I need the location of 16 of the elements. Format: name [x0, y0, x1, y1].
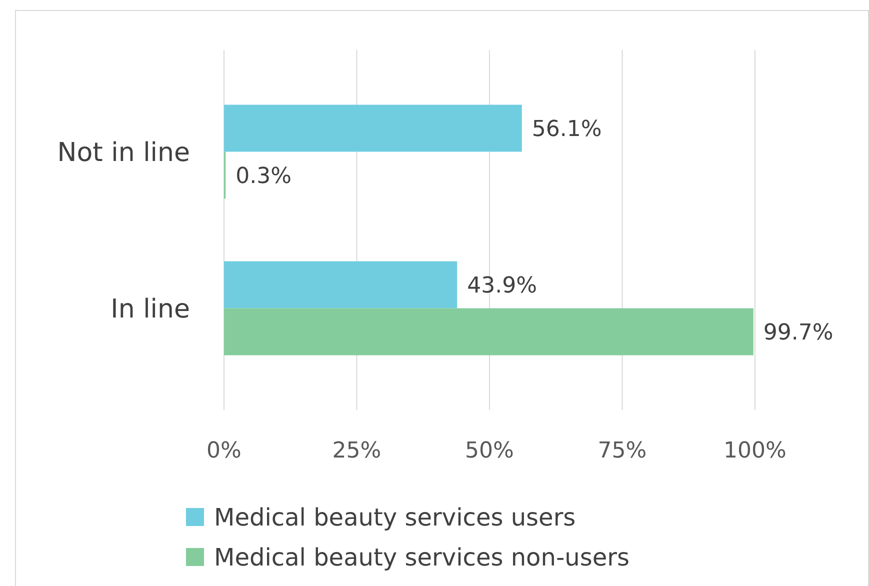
- legend-label: Medical beauty services users: [214, 503, 576, 532]
- x-tick-label: 75%: [598, 438, 647, 464]
- x-tick-label: 0%: [206, 438, 242, 464]
- data-label: 56.1%: [532, 116, 602, 142]
- data-label: 0.3%: [236, 164, 292, 189]
- legend-label: Medical beauty services non-users: [214, 543, 630, 572]
- bar: [224, 308, 754, 356]
- y-tick-label: In line: [110, 294, 190, 324]
- data-label: 43.9%: [467, 273, 537, 298]
- bar: [224, 261, 458, 308]
- x-tick-label: 100%: [724, 438, 786, 464]
- y-tick-label: Not in line: [57, 138, 190, 168]
- x-tick-label: 50%: [465, 438, 514, 464]
- bar: [224, 104, 522, 152]
- data-label: 99.7%: [763, 320, 834, 346]
- x-tick-label: 25%: [332, 438, 382, 464]
